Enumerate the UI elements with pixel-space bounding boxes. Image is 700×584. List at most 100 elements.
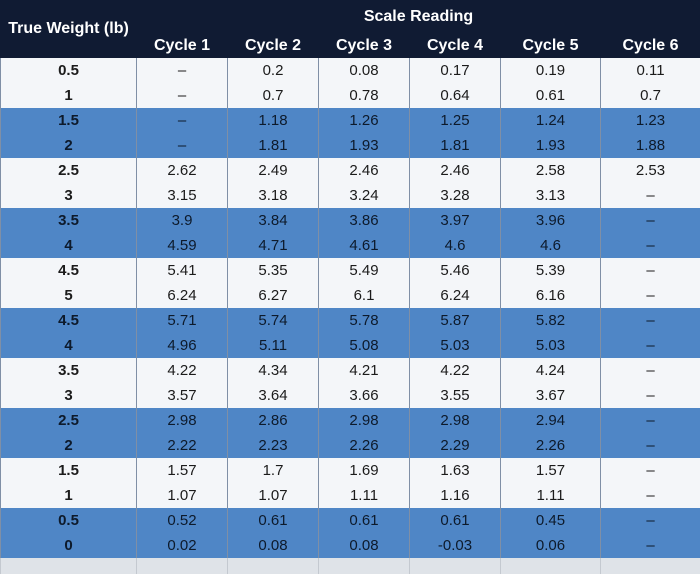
reading-cell[interactable]: 0.06	[500, 533, 601, 558]
reading-cell[interactable]: 4.21	[318, 358, 410, 383]
reading-cell[interactable]: –	[599, 508, 700, 533]
reading-cell[interactable]: 5.41	[136, 258, 228, 283]
reading-cell[interactable]: 1.18	[227, 108, 319, 133]
reading-cell[interactable]: –	[599, 458, 700, 483]
reading-cell[interactable]: 0.17	[409, 58, 501, 83]
empty-cell[interactable]	[500, 558, 601, 574]
reading-cell[interactable]: –	[599, 533, 700, 558]
cycle-header-cell[interactable]: Cycle 1	[136, 33, 228, 58]
true-weight-cell[interactable]: 0.5	[0, 58, 137, 83]
reading-cell[interactable]: 0.2	[227, 58, 319, 83]
reading-cell[interactable]: 2.98	[318, 408, 410, 433]
true-weight-cell[interactable]: 0	[0, 533, 137, 558]
reading-cell[interactable]: 1.07	[227, 483, 319, 508]
reading-cell[interactable]: –	[136, 58, 228, 83]
true-weight-cell[interactable]: 2	[0, 433, 137, 458]
reading-cell[interactable]: 5.39	[500, 258, 601, 283]
reading-cell[interactable]: 2.58	[500, 158, 601, 183]
reading-cell[interactable]: 2.98	[409, 408, 501, 433]
true-weight-cell[interactable]: 3	[0, 383, 137, 408]
reading-cell[interactable]: 6.24	[409, 283, 501, 308]
empty-cell[interactable]	[318, 558, 410, 574]
reading-cell[interactable]: 6.16	[500, 283, 601, 308]
reading-cell[interactable]: 2.29	[409, 433, 501, 458]
reading-cell[interactable]: 3.15	[136, 183, 228, 208]
empty-cell[interactable]	[136, 558, 228, 574]
reading-cell[interactable]: 2.22	[136, 433, 228, 458]
reading-cell[interactable]: 5.35	[227, 258, 319, 283]
reading-cell[interactable]: 0.61	[409, 508, 501, 533]
reading-cell[interactable]: 1.81	[409, 133, 501, 158]
reading-cell[interactable]: 1.24	[500, 108, 601, 133]
reading-cell[interactable]: –	[599, 408, 700, 433]
reading-cell[interactable]: 0.08	[318, 58, 410, 83]
true-weight-cell[interactable]: 2.5	[0, 408, 137, 433]
true-weight-header-cell[interactable]: True Weight (lb)	[0, 0, 137, 58]
reading-cell[interactable]: –	[599, 358, 700, 383]
empty-cell[interactable]	[409, 558, 501, 574]
cycle-header-cell[interactable]: Cycle 2	[227, 33, 319, 58]
reading-cell[interactable]: –	[599, 233, 700, 258]
reading-cell[interactable]: 5.08	[318, 333, 410, 358]
reading-cell[interactable]: 2.26	[500, 433, 601, 458]
reading-cell[interactable]: 5.82	[500, 308, 601, 333]
true-weight-cell[interactable]: 4	[0, 333, 137, 358]
reading-cell[interactable]: 5.87	[409, 308, 501, 333]
reading-cell[interactable]: 5.03	[409, 333, 501, 358]
reading-cell[interactable]: 4.96	[136, 333, 228, 358]
reading-cell[interactable]: –	[599, 208, 700, 233]
reading-cell[interactable]: 4.22	[409, 358, 501, 383]
reading-cell[interactable]: 3.28	[409, 183, 501, 208]
scale-reading-header-cell[interactable]: Scale Reading	[135, 0, 700, 33]
reading-cell[interactable]: 5.78	[318, 308, 410, 333]
reading-cell[interactable]: 2.94	[500, 408, 601, 433]
reading-cell[interactable]: 3.55	[409, 383, 501, 408]
reading-cell[interactable]: 2.62	[136, 158, 228, 183]
reading-cell[interactable]: –	[599, 433, 700, 458]
reading-cell[interactable]: 0.08	[227, 533, 319, 558]
true-weight-cell[interactable]: 0.5	[0, 508, 137, 533]
reading-cell[interactable]: -0.03	[409, 533, 501, 558]
reading-cell[interactable]: 0.45	[500, 508, 601, 533]
true-weight-cell[interactable]: 3.5	[0, 358, 137, 383]
reading-cell[interactable]: 0.61	[500, 83, 601, 108]
reading-cell[interactable]: 2.23	[227, 433, 319, 458]
reading-cell[interactable]: 4.34	[227, 358, 319, 383]
reading-cell[interactable]: 5.49	[318, 258, 410, 283]
reading-cell[interactable]: 1.07	[136, 483, 228, 508]
reading-cell[interactable]: 5.74	[227, 308, 319, 333]
reading-cell[interactable]: 1.63	[409, 458, 501, 483]
reading-cell[interactable]: 4.71	[227, 233, 319, 258]
true-weight-cell[interactable]: 3	[0, 183, 137, 208]
reading-cell[interactable]: –	[599, 308, 700, 333]
reading-cell[interactable]: 4.61	[318, 233, 410, 258]
cycle-header-cell[interactable]: Cycle 4	[409, 33, 501, 58]
reading-cell[interactable]: 1.25	[409, 108, 501, 133]
cycle-header-cell[interactable]: Cycle 5	[500, 33, 601, 58]
empty-cell[interactable]	[227, 558, 319, 574]
reading-cell[interactable]: 0.52	[136, 508, 228, 533]
reading-cell[interactable]: 1.93	[318, 133, 410, 158]
true-weight-cell[interactable]: 2	[0, 133, 137, 158]
reading-cell[interactable]: 3.24	[318, 183, 410, 208]
reading-cell[interactable]: 4.24	[500, 358, 601, 383]
reading-cell[interactable]: –	[599, 183, 700, 208]
reading-cell[interactable]: 3.67	[500, 383, 601, 408]
reading-cell[interactable]: 3.18	[227, 183, 319, 208]
reading-cell[interactable]: 3.57	[136, 383, 228, 408]
reading-cell[interactable]: –	[136, 133, 228, 158]
reading-cell[interactable]: 1.88	[599, 133, 700, 158]
reading-cell[interactable]: –	[599, 333, 700, 358]
reading-cell[interactable]: 1.7	[227, 458, 319, 483]
reading-cell[interactable]: 1.11	[500, 483, 601, 508]
reading-cell[interactable]: 1.57	[500, 458, 601, 483]
reading-cell[interactable]: 3.97	[409, 208, 501, 233]
reading-cell[interactable]: 0.02	[136, 533, 228, 558]
reading-cell[interactable]: 0.78	[318, 83, 410, 108]
cycle-header-cell[interactable]: Cycle 3	[318, 33, 410, 58]
reading-cell[interactable]: –	[599, 283, 700, 308]
reading-cell[interactable]: 3.64	[227, 383, 319, 408]
reading-cell[interactable]: 3.86	[318, 208, 410, 233]
reading-cell[interactable]: –	[599, 258, 700, 283]
reading-cell[interactable]: –	[599, 383, 700, 408]
